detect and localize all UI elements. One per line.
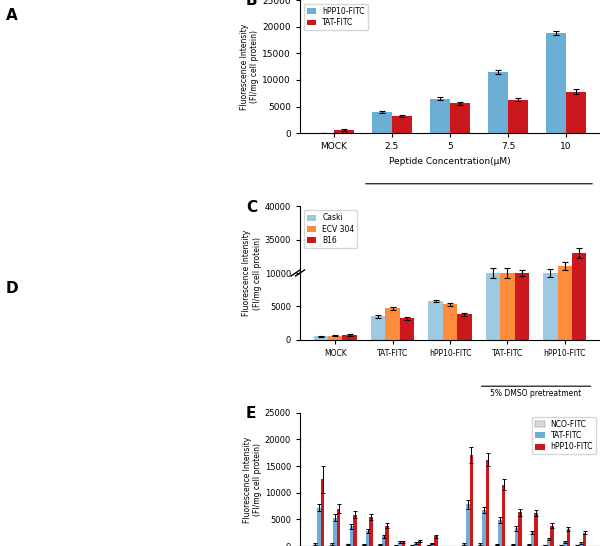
Text: E: E — [246, 406, 256, 421]
Bar — [479, 544, 482, 546]
Bar — [430, 543, 434, 546]
Bar — [486, 460, 490, 546]
Bar — [502, 485, 505, 546]
Text: 5% DMSO pretreatment: 5% DMSO pretreatment — [490, 389, 582, 397]
Bar — [314, 336, 328, 340]
Legend: hPP10-FITC, TAT-FITC: hPP10-FITC, TAT-FITC — [304, 4, 368, 30]
Bar — [346, 544, 350, 546]
Bar — [463, 544, 466, 546]
Bar — [382, 536, 385, 546]
Bar — [572, 253, 586, 340]
Bar — [414, 543, 418, 546]
Bar — [566, 92, 586, 133]
Bar — [353, 514, 356, 546]
X-axis label: Peptide Concentration(μM): Peptide Concentration(μM) — [389, 157, 511, 166]
Bar — [385, 526, 389, 546]
Bar — [457, 314, 472, 340]
Bar — [400, 318, 414, 340]
Bar — [418, 541, 421, 546]
Bar — [531, 532, 534, 546]
Bar — [500, 273, 515, 340]
Bar — [544, 273, 557, 340]
Bar — [330, 544, 334, 546]
Bar — [450, 103, 470, 133]
Bar — [544, 545, 547, 546]
Bar — [482, 510, 486, 546]
Bar — [434, 536, 437, 546]
Bar — [398, 542, 401, 546]
Bar — [334, 518, 337, 546]
Bar — [428, 301, 443, 340]
Bar — [515, 529, 518, 546]
Bar — [443, 304, 457, 340]
Bar — [369, 517, 373, 546]
Bar — [317, 508, 321, 546]
Bar — [486, 273, 500, 340]
Bar — [385, 308, 400, 340]
Bar — [495, 545, 499, 546]
Legend: Caski, ECV 304, B16: Caski, ECV 304, B16 — [304, 210, 358, 248]
Bar — [515, 273, 529, 340]
Bar — [321, 479, 325, 546]
Bar — [466, 505, 470, 546]
Bar — [379, 545, 382, 546]
Bar — [343, 335, 356, 340]
Bar — [350, 526, 353, 546]
Bar — [550, 526, 554, 546]
Bar — [371, 316, 385, 340]
Bar — [566, 529, 570, 546]
Y-axis label: Fluorescence Intensity
(FI/mg cell protein): Fluorescence Intensity (FI/mg cell prote… — [242, 230, 262, 316]
Bar — [328, 336, 343, 340]
Bar — [579, 543, 583, 546]
Bar — [547, 539, 550, 546]
Bar — [470, 455, 473, 546]
Bar — [371, 112, 392, 133]
Text: D: D — [6, 281, 19, 296]
Bar — [546, 33, 566, 133]
Text: B: B — [246, 0, 257, 8]
Bar — [583, 533, 586, 546]
Bar — [563, 542, 566, 546]
Bar — [392, 116, 412, 133]
Bar — [314, 544, 317, 546]
Bar — [401, 542, 405, 546]
Bar — [366, 531, 369, 546]
Bar — [527, 545, 531, 546]
Bar — [511, 545, 515, 546]
Bar — [518, 513, 521, 546]
Y-axis label: Fluorescence Intensity
(FI/mg cell protein): Fluorescence Intensity (FI/mg cell prote… — [242, 436, 262, 523]
Bar — [557, 266, 572, 340]
Bar — [534, 513, 538, 546]
Bar — [334, 130, 354, 133]
Bar — [337, 509, 340, 546]
Bar — [508, 99, 529, 133]
Bar — [430, 98, 450, 133]
Y-axis label: Fluorescence Intensity
(FI/mg cell protein): Fluorescence Intensity (FI/mg cell prote… — [240, 23, 259, 110]
Text: C: C — [246, 200, 257, 215]
Bar — [499, 520, 502, 546]
Bar — [488, 72, 508, 133]
Legend: NCO-FITC, TAT-FITC, hPP10-FITC: NCO-FITC, TAT-FITC, hPP10-FITC — [532, 417, 596, 454]
Text: A: A — [6, 8, 18, 23]
Bar — [362, 545, 366, 546]
